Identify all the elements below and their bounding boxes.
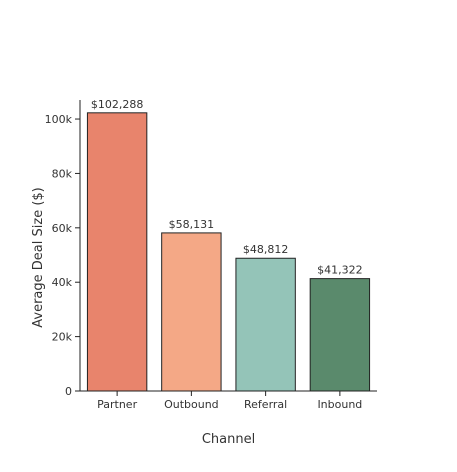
y-axis-title: Average Deal Size ($): [31, 187, 46, 327]
y-ticks-layer: 0 20k 40k 60k 80k 100k: [45, 113, 80, 398]
bar-outbound: [161, 232, 222, 392]
data-label-partner: $102,288: [91, 98, 144, 111]
y-tick-label: 60k: [52, 222, 73, 235]
x-tick-label-referral: Referral: [244, 398, 287, 411]
data-label-inbound: $41,322: [317, 264, 363, 277]
x-axis-title: Channel: [202, 432, 255, 447]
y-tick-label: 0: [65, 385, 72, 398]
data-label-referral: $48,812: [243, 243, 289, 256]
y-tick-label: 100k: [45, 113, 73, 126]
y-tick-label: 40k: [52, 276, 73, 289]
x-ticks-layer: Partner Outbound Referral Inbound: [97, 391, 362, 411]
axes-layer: [79, 100, 377, 392]
data-label-outbound: $58,131: [169, 218, 215, 231]
bar-inbound: [309, 278, 371, 392]
data-labels-layer: $102,288 $58,131 $48,812 $41,322: [91, 98, 363, 277]
x-tick-label-inbound: Inbound: [317, 398, 362, 411]
bar-partner: [86, 112, 148, 392]
bar-referral: [235, 257, 296, 392]
y-tick-label: 80k: [52, 167, 73, 180]
bars-layer: [86, 112, 371, 392]
x-tick-label-outbound: Outbound: [164, 398, 219, 411]
y-tick-label: 20k: [52, 331, 73, 344]
x-tick-label-partner: Partner: [97, 398, 137, 411]
